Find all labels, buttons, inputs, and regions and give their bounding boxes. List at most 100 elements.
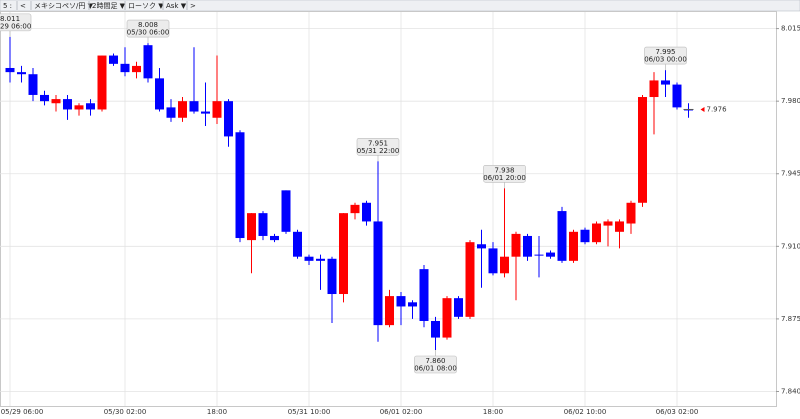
x-tick-label: 06/03 02:00 [656, 408, 699, 416]
candle-body [373, 221, 383, 326]
candle-body [396, 296, 406, 307]
candle-body [488, 248, 498, 274]
toolbar-item[interactable]: Ask ▼ [166, 2, 187, 10]
last-price-arrow [700, 106, 705, 112]
y-tick-label: 7.840 [781, 387, 800, 395]
toolbar-item[interactable]: > [190, 2, 196, 10]
x-tick-label: 06/01 02:00 [380, 408, 423, 416]
annotation-time: 06/03 00:00 [644, 56, 687, 64]
candle-body [477, 244, 486, 249]
candle-body [166, 107, 176, 118]
candle-body [86, 103, 95, 110]
candle-body [247, 213, 256, 241]
candle-body [511, 233, 521, 257]
toolbar-item[interactable]: < [20, 2, 26, 10]
candle-body [672, 84, 682, 108]
annotation-value: 7.951 [368, 139, 388, 147]
y-tick-label: 7.945 [781, 170, 800, 178]
candle-body [557, 211, 567, 261]
candle-body [293, 231, 302, 257]
candle-body [385, 296, 394, 326]
candle-body [143, 45, 153, 79]
candle-body [74, 105, 84, 110]
x-tick-label: 05/30 02:00 [104, 408, 147, 416]
toolbar-item[interactable]: メキシコペソ/円 ▼ [34, 2, 94, 10]
candle-body [569, 231, 578, 261]
annotation-value: 8.008 [138, 21, 158, 29]
candle-body [500, 256, 509, 274]
candle-body [419, 269, 429, 321]
candle-body [327, 258, 337, 295]
annotation: 8.01105/29 06:00 [0, 13, 32, 37]
candle-body [270, 235, 279, 241]
candle-body [178, 101, 187, 118]
candle-body [281, 190, 291, 232]
candle-body [465, 242, 475, 317]
annotation-box [126, 19, 170, 38]
last-price-label: 7.976 [707, 105, 728, 113]
y-tick-label: 8.015 [781, 25, 800, 33]
annotation-box [483, 164, 526, 183]
candle-body [603, 221, 613, 226]
annotation-time: 05/29 06:00 [0, 22, 31, 30]
candle-body [28, 74, 38, 95]
candle-body [454, 298, 463, 317]
annotation-box [0, 13, 32, 32]
candle-body [580, 229, 590, 243]
toolbar-item[interactable]: 2時間足 ▼ [92, 2, 126, 10]
plot-area [0, 11, 777, 407]
candle-body [63, 99, 72, 110]
candle-body [97, 55, 107, 110]
candle-body [661, 80, 670, 85]
candle-body [408, 302, 417, 307]
candle-body [40, 94, 49, 102]
annotation-time: 06/01 20:00 [483, 174, 526, 182]
annotation-time: 05/31 22:00 [357, 147, 400, 155]
candle-body [189, 101, 199, 112]
annotation-value: 8.011 [0, 15, 20, 23]
annotation-box [414, 355, 457, 374]
toolbar-item[interactable]: ローソク ▼ [128, 2, 164, 10]
candle-body [5, 67, 15, 73]
candle-body [155, 78, 164, 110]
x-tick-label: 18:00 [483, 408, 503, 416]
annotation-value: 7.938 [494, 166, 514, 174]
annotation-value: 7.995 [655, 48, 675, 56]
candle-body [120, 63, 130, 73]
candle-body [109, 55, 118, 64]
candle-body [224, 101, 233, 137]
candle-body [17, 72, 26, 75]
candles [5, 36, 693, 351]
candle-body [316, 258, 325, 261]
candle-body [626, 202, 636, 224]
candle-body [546, 252, 555, 257]
candle-body [615, 221, 624, 232]
candle-body [534, 254, 544, 256]
annotation-time: 06/01 08:00 [414, 365, 457, 373]
candle-body [431, 320, 440, 338]
candle-body [132, 65, 141, 73]
y-tick-label: 7.875 [781, 315, 800, 323]
toolbar-item[interactable]: 5 : [3, 2, 12, 10]
toolbar: 5 : < メキシコペソ/円 ▼ 2時間足 ▼ ローソク ▼ Ask ▼ > [0, 0, 800, 12]
annotation-time: 05/30 06:00 [127, 29, 170, 37]
y-tick-label: 7.910 [781, 242, 800, 250]
candle-body [212, 101, 222, 118]
candle-body [442, 298, 452, 338]
x-tick-label: 05/29 06:00 [1, 408, 44, 416]
candle-body [362, 202, 371, 222]
candle-body [304, 256, 314, 261]
candle-body [258, 213, 268, 236]
annotation-box [644, 46, 687, 65]
annotation-value: 7.860 [425, 357, 445, 365]
x-tick-label: 05/31 10:00 [288, 408, 331, 416]
candle-body [51, 99, 61, 104]
candle-body [649, 80, 659, 98]
candle-body [638, 97, 647, 203]
candle-body [523, 235, 532, 257]
